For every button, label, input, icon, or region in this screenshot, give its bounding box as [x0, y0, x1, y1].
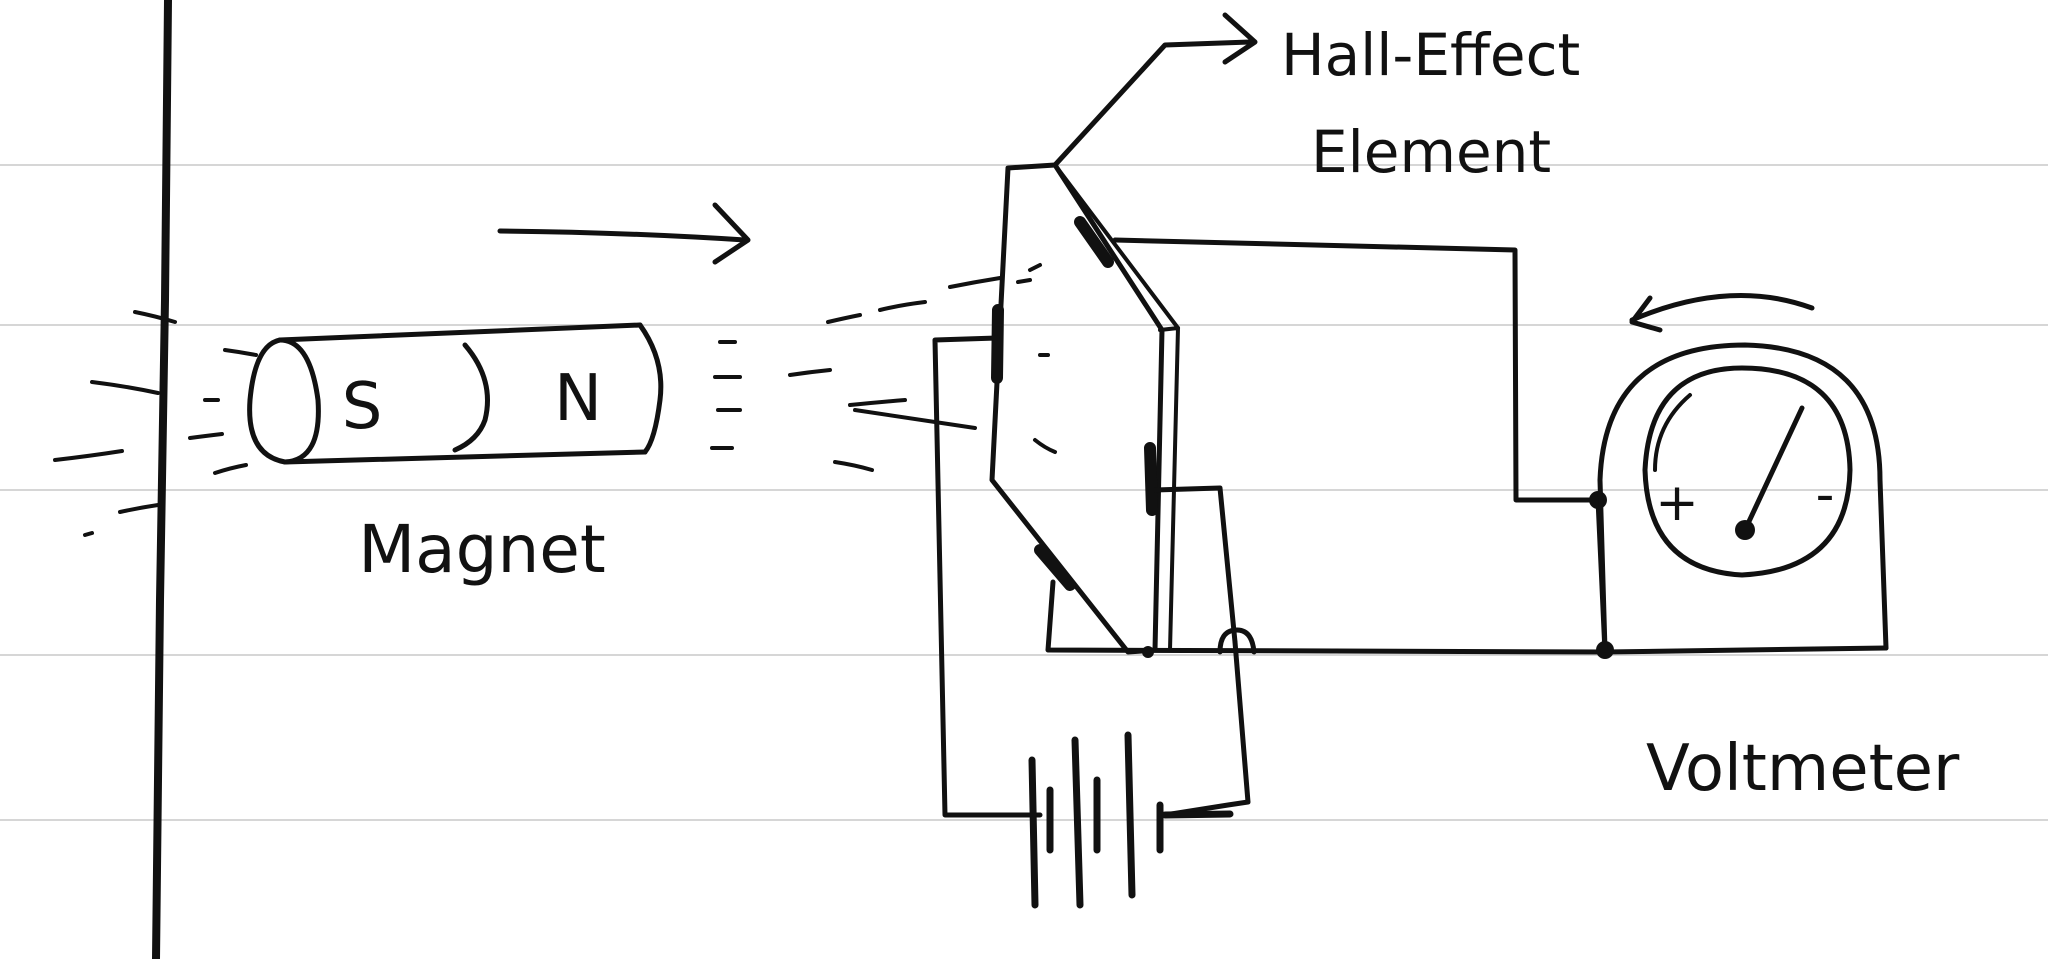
magnet-label: Magnet: [358, 511, 606, 588]
hall-label-arrow: [1052, 12, 1258, 168]
pole-n-label: N: [554, 362, 602, 436]
deflection-arrow: [1629, 293, 1815, 333]
ruled-lines: [0, 164, 2048, 821]
meter-pivot: [1735, 520, 1755, 540]
meter-plus-label: +: [1655, 473, 1699, 533]
junction-dots: [1142, 491, 1614, 659]
field-lines-left: [53, 310, 258, 537]
hall-label-line1: Hall-Effect: [1281, 21, 1580, 89]
meter-minus-label: -: [1816, 465, 1835, 525]
field-lines-right: [710, 263, 1057, 472]
pole-s-label: S: [342, 370, 383, 444]
hall-effect-element: [989, 162, 1180, 655]
motion-arrow: [497, 202, 751, 265]
voltmeter-label: Voltmeter: [1646, 732, 1960, 806]
hall-label-line2: Element: [1311, 118, 1551, 186]
bar-magnet: S N: [247, 322, 664, 465]
margin-line: [152, 0, 172, 959]
battery-symbol: [1028, 731, 1234, 909]
voltmeter: + -: [1597, 342, 1889, 653]
